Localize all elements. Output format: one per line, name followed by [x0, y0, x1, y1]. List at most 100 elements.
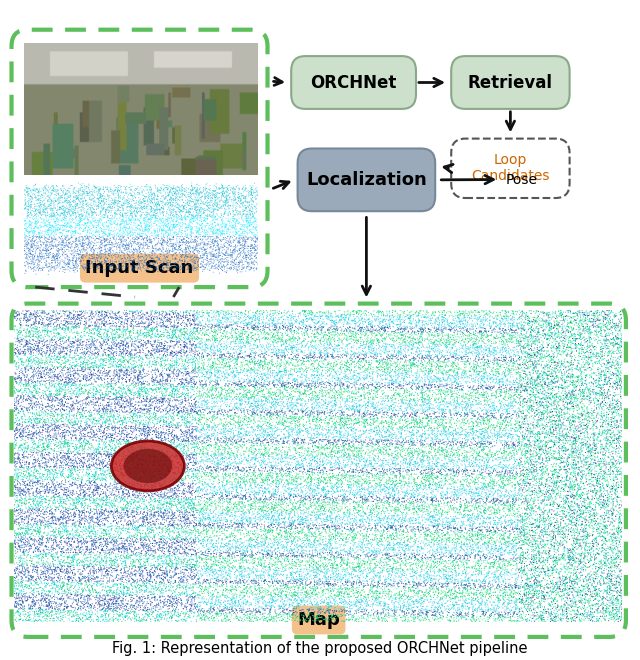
Point: [331, 461, 341, 471]
Point: [450, 364, 460, 374]
Point: [484, 535, 495, 546]
Point: [450, 349, 460, 360]
Point: [180, 399, 191, 410]
Point: [511, 430, 522, 440]
Point: [173, 330, 184, 341]
Point: [194, 466, 204, 477]
Point: [281, 493, 291, 504]
Point: [509, 426, 520, 436]
Point: [74, 486, 84, 496]
Point: [35, 475, 45, 486]
Point: [559, 431, 570, 442]
Point: [256, 355, 266, 366]
Point: [44, 434, 54, 445]
Point: [503, 318, 513, 329]
Point: [549, 546, 559, 556]
Point: [104, 566, 115, 577]
Point: [59, 392, 69, 403]
Point: [339, 356, 349, 367]
Point: [307, 605, 317, 615]
Point: [471, 425, 481, 436]
Point: [100, 505, 110, 515]
Point: [584, 586, 594, 597]
Point: [24, 399, 34, 409]
Point: [148, 511, 158, 521]
Point: [160, 193, 170, 203]
Point: [39, 576, 49, 586]
Point: [204, 334, 214, 345]
Point: [205, 354, 216, 364]
Point: [395, 341, 405, 352]
Point: [474, 341, 484, 352]
Point: [44, 386, 54, 397]
Point: [83, 197, 93, 208]
Point: [447, 366, 457, 376]
Point: [442, 535, 452, 545]
Point: [394, 570, 404, 581]
Point: [249, 469, 259, 479]
Point: [490, 557, 500, 568]
Point: [190, 256, 200, 267]
Point: [612, 610, 622, 621]
Point: [97, 195, 107, 206]
Point: [191, 342, 202, 352]
Point: [22, 211, 33, 221]
Point: [158, 513, 168, 524]
Point: [199, 594, 209, 605]
Point: [281, 399, 291, 409]
Point: [537, 409, 547, 420]
Point: [374, 568, 385, 579]
Point: [344, 560, 355, 571]
Point: [488, 359, 499, 370]
Point: [500, 521, 510, 532]
Point: [56, 593, 66, 603]
Point: [322, 336, 332, 346]
Point: [33, 524, 44, 535]
Point: [435, 579, 445, 590]
Point: [308, 517, 318, 528]
Point: [408, 333, 418, 343]
Point: [296, 338, 306, 348]
Point: [399, 601, 409, 611]
Point: [293, 517, 303, 527]
Point: [195, 190, 205, 201]
Point: [133, 397, 143, 408]
Point: [429, 517, 439, 528]
Point: [360, 329, 371, 340]
Point: [605, 463, 616, 474]
Point: [199, 513, 209, 523]
Point: [101, 220, 111, 231]
Point: [501, 387, 511, 398]
Point: [310, 323, 321, 333]
Point: [190, 242, 200, 252]
Point: [402, 399, 412, 410]
Point: [212, 199, 223, 210]
Point: [351, 459, 362, 470]
Point: [253, 387, 263, 398]
Point: [479, 428, 490, 438]
Point: [528, 519, 538, 530]
Point: [444, 429, 454, 440]
Point: [570, 464, 580, 475]
Point: [82, 230, 92, 241]
Point: [173, 607, 183, 617]
Point: [203, 550, 213, 561]
Point: [191, 324, 202, 335]
Point: [167, 500, 177, 511]
Point: [578, 350, 588, 360]
Point: [295, 394, 305, 405]
Point: [282, 570, 292, 580]
Point: [198, 308, 208, 318]
Point: [570, 450, 580, 461]
Point: [49, 578, 59, 588]
Point: [125, 603, 136, 613]
Point: [588, 538, 598, 548]
Point: [500, 370, 511, 381]
Point: [243, 591, 253, 601]
Point: [603, 309, 613, 319]
Point: [499, 350, 509, 361]
Point: [78, 243, 88, 253]
Point: [60, 564, 70, 575]
Point: [269, 545, 279, 556]
Point: [166, 225, 176, 236]
